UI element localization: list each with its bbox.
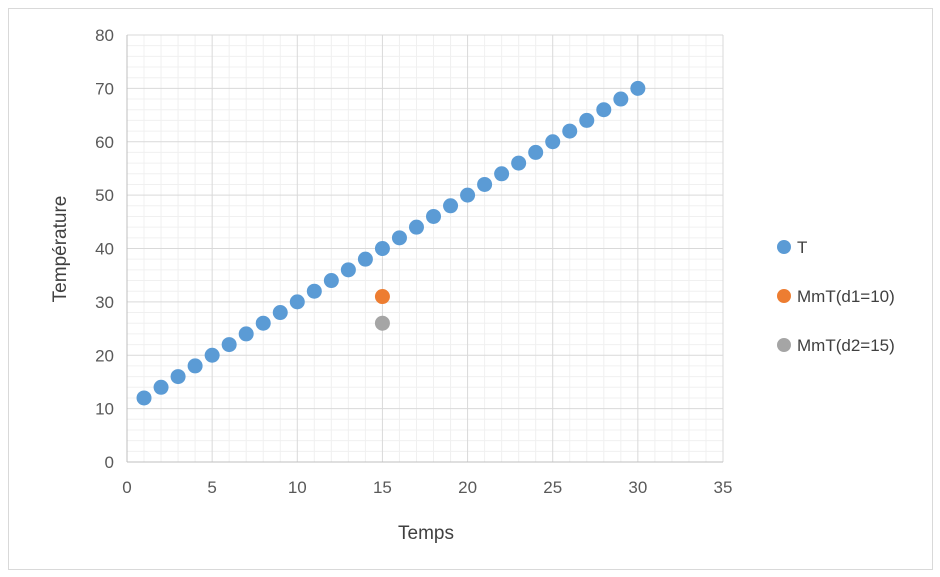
data-point <box>545 134 561 150</box>
data-point <box>272 305 288 321</box>
data-point <box>630 80 646 96</box>
data-point <box>562 123 578 139</box>
legend-marker <box>777 240 791 254</box>
x-tick-label: 30 <box>628 478 647 497</box>
y-tick-label: 50 <box>95 186 114 205</box>
x-tick-label: 10 <box>288 478 307 497</box>
legend-marker <box>777 289 791 303</box>
axis-layer: 0 5 10 15 20 25 30 35 0 10 20 30 40 50 60 70 80 <box>95 26 732 497</box>
data-point <box>187 358 203 374</box>
data-point <box>391 230 407 246</box>
legend-label: MmT(d1=10) <box>797 287 895 306</box>
data-point <box>528 144 544 160</box>
data-point <box>494 166 510 182</box>
y-axis-title: Température <box>50 196 71 303</box>
x-axis-title: Temps <box>398 523 454 544</box>
data-point <box>340 262 356 278</box>
data-point <box>204 347 220 363</box>
data-point <box>136 390 152 406</box>
data-point <box>596 102 612 118</box>
chart-frame <box>8 8 933 570</box>
data-point <box>170 369 186 385</box>
y-tick-label: 60 <box>95 133 114 152</box>
x-tick-label: 35 <box>714 478 733 497</box>
x-tick-label: 20 <box>458 478 477 497</box>
data-point <box>323 273 339 289</box>
legend-marker <box>777 338 791 352</box>
points-layer <box>136 80 646 406</box>
data-point <box>221 337 237 353</box>
x-tick-label: 5 <box>207 478 216 497</box>
data-point <box>357 251 373 267</box>
data-point <box>255 315 271 331</box>
grid-layer <box>126 34 724 463</box>
legend-label: MmT(d2=15) <box>797 336 895 355</box>
data-point <box>153 379 169 395</box>
y-tick-label: 30 <box>95 293 114 312</box>
data-point <box>613 91 629 107</box>
data-point <box>443 198 459 214</box>
legend: T MmT(d1=10) MmT(d2=15) <box>777 238 895 355</box>
x-tick-label: 25 <box>543 478 562 497</box>
data-point <box>289 294 305 310</box>
data-point <box>408 219 424 235</box>
data-point <box>374 315 390 331</box>
data-point <box>477 176 493 192</box>
y-tick-label: 70 <box>95 79 114 98</box>
data-point <box>238 326 254 342</box>
legend-label: T <box>797 238 807 257</box>
x-tick-label: 0 <box>122 478 131 497</box>
y-tick-label: 10 <box>95 400 114 419</box>
data-point <box>511 155 527 171</box>
x-tick-label: 15 <box>373 478 392 497</box>
data-point <box>374 289 390 305</box>
data-point <box>374 241 390 256</box>
data-point <box>579 112 595 128</box>
y-tick-label: 20 <box>95 346 114 365</box>
y-tick-label: 80 <box>95 26 114 45</box>
data-point <box>306 283 322 299</box>
data-point <box>426 208 442 224</box>
y-tick-label: 40 <box>95 240 114 259</box>
y-tick-label: 0 <box>105 453 114 472</box>
data-point <box>460 187 476 203</box>
